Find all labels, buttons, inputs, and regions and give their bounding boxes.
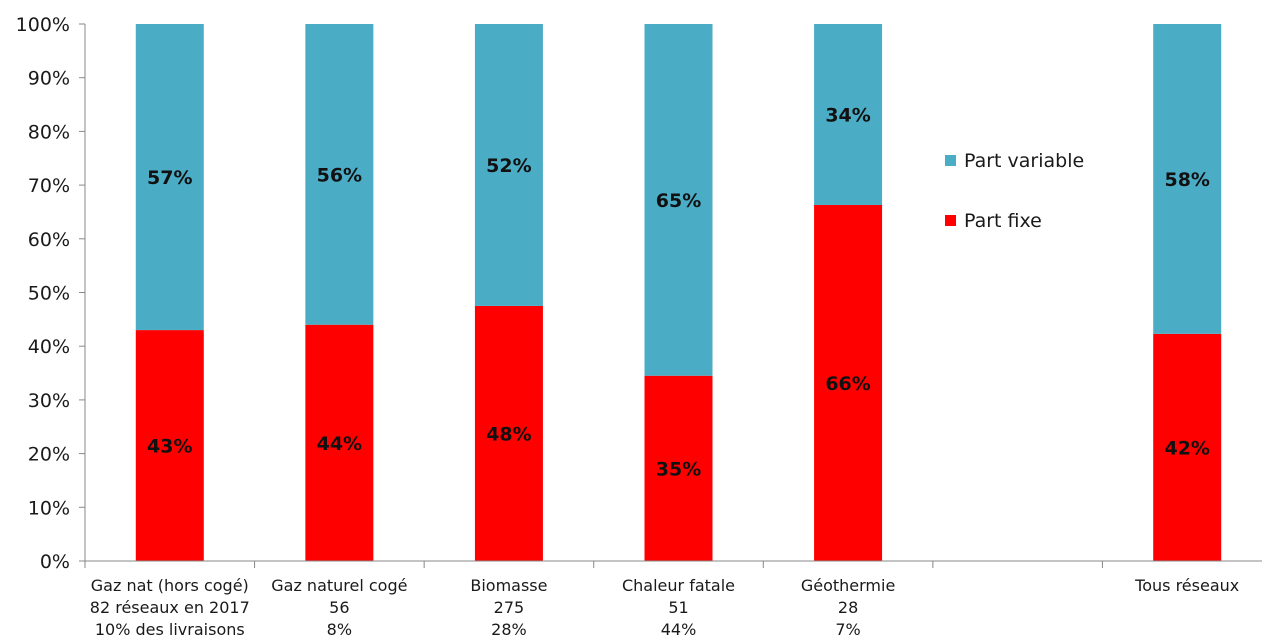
bar-segment <box>135 330 204 561</box>
category-label: Tous réseaux <box>1134 576 1239 595</box>
bar-segment <box>1153 24 1222 334</box>
bar-segment <box>814 204 883 561</box>
y-tick-label: 100% <box>16 14 70 36</box>
data-label: 58% <box>1164 169 1209 191</box>
bars <box>135 24 1222 561</box>
bar-segment <box>644 375 713 561</box>
data-label: 57% <box>147 167 192 189</box>
category-label: 56 <box>329 598 349 617</box>
category-label: Gaz nat (hors cogé) <box>91 576 249 595</box>
data-label: 52% <box>486 155 531 177</box>
axes <box>84 24 1262 568</box>
data-label: 44% <box>317 433 362 455</box>
category-label: Géothermie <box>801 576 895 595</box>
y-tick-label: 50% <box>28 283 70 305</box>
bar-segment <box>644 24 713 376</box>
bar-segment <box>305 24 374 325</box>
data-label: 56% <box>317 164 362 186</box>
y-tick-label: 0% <box>40 551 70 573</box>
bar-segment <box>305 324 374 561</box>
data-label: 65% <box>656 190 701 212</box>
bar-segment <box>1153 333 1222 561</box>
category-label: 10% des livraisons <box>95 620 245 639</box>
category-label: 28% <box>491 620 527 639</box>
y-axis-ticks: 0% 10% 20% 30% 40% 50% 60% 70% 80% 90% 100% <box>16 14 85 573</box>
y-tick-label: 80% <box>28 121 70 143</box>
y-tick-label: 40% <box>28 336 70 358</box>
data-label: 43% <box>147 436 192 458</box>
data-label: 34% <box>825 104 870 126</box>
category-label: 44% <box>661 620 697 639</box>
y-tick-label: 10% <box>28 497 70 519</box>
category-label: 28 <box>838 598 858 617</box>
bar-segment <box>814 24 883 205</box>
y-tick-label: 90% <box>28 68 70 90</box>
data-labels: 43% 57% 44% 56% 48% 52% 35% 65% 66% 34% 42% 58% <box>147 104 1210 480</box>
bar-segment <box>474 24 543 306</box>
legend-label: Part fixe <box>964 210 1042 232</box>
category-label: 7% <box>835 620 860 639</box>
y-tick-label: 70% <box>28 175 70 197</box>
category-label: 82 réseaux en 2017 <box>90 598 250 617</box>
category-label: Biomasse <box>470 576 547 595</box>
category-label: Chaleur fatale <box>622 576 735 595</box>
data-label: 42% <box>1164 437 1209 459</box>
data-label: 48% <box>486 423 531 445</box>
legend: Part variable Part fixe <box>945 150 1084 232</box>
legend-label: Part variable <box>964 150 1084 172</box>
bar-segment <box>135 24 204 331</box>
category-label: 275 <box>494 598 525 617</box>
category-label: 51 <box>668 598 688 617</box>
category-labels: Gaz nat (hors cogé) 82 réseaux en 2017 10%… <box>90 576 1239 639</box>
category-label: 8% <box>327 620 352 639</box>
y-tick-label: 20% <box>28 444 70 466</box>
category-label: Gaz naturel cogé <box>271 576 407 595</box>
y-tick-label: 30% <box>28 390 70 412</box>
legend-swatch <box>945 215 956 226</box>
bar-segment <box>474 305 543 561</box>
data-label: 35% <box>656 458 701 480</box>
data-label: 66% <box>825 373 870 395</box>
legend-swatch <box>945 155 956 166</box>
y-tick-label: 60% <box>28 229 70 251</box>
